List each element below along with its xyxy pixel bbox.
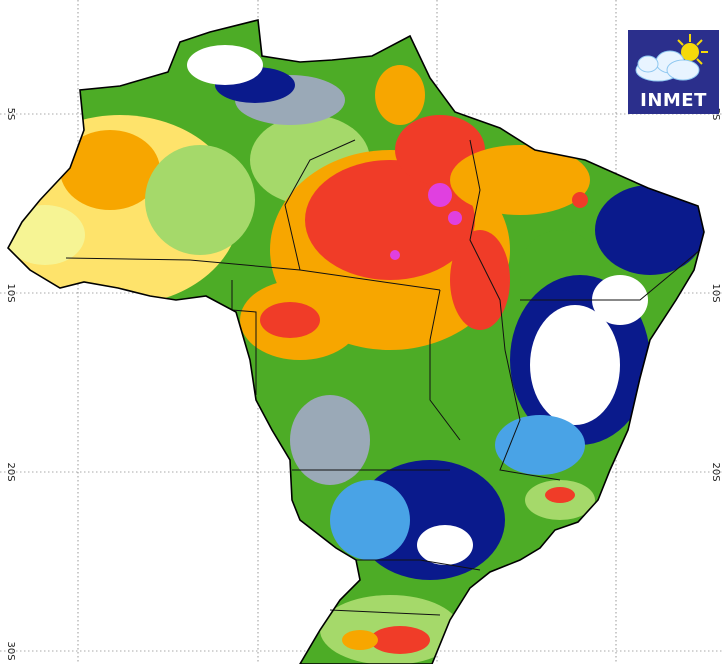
region-rj-red [545,487,575,503]
right-latitude-labels: 5S 10S 20S [710,108,721,482]
region-roraima-white [187,45,263,85]
region-bahia-white [530,305,620,425]
label-20s-right: 20S [710,462,721,481]
label-30s-left: 30S [5,641,16,660]
sun-cloud-icon [628,30,719,90]
region-south-red [370,626,430,654]
region-ms-blue [330,480,410,560]
region-amazon-lightgreen [145,145,255,255]
region-amapa-orange [375,65,425,125]
peak-magenta-1 [428,183,452,207]
label-5s-left: 5S [5,108,16,121]
inmet-logo: INMET [628,30,719,114]
label-20s-left: 20S [5,462,16,481]
region-pantanal-gray [290,395,370,485]
region-south-orange [342,630,378,650]
region-parana-white [417,525,473,565]
region-mato-grosso-red [260,302,320,338]
peak-magenta-2 [448,211,462,225]
region-minas-blue [495,415,585,475]
region-northeast-orange [450,145,590,215]
left-latitude-labels: 5S 10S 20S 30S [5,108,16,661]
logo-text: INMET [628,90,719,111]
label-10s-left: 10S [5,283,16,302]
region-east-coast-blue [595,185,705,275]
peak-magenta-3 [390,250,400,260]
peak-red-ceara [572,192,588,208]
region-west-orange [60,130,160,210]
label-10s-right: 10S [710,283,721,302]
